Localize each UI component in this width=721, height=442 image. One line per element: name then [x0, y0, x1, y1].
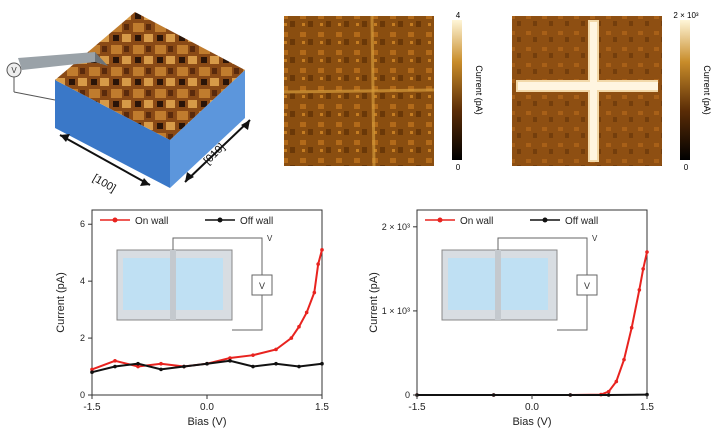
x-tick-label: -1.5: [408, 402, 426, 413]
x-axis-label: Bias (V): [187, 416, 226, 428]
data-point: [606, 389, 611, 394]
y-tick-label: 2: [80, 333, 85, 343]
inset-source-box: [251, 274, 273, 296]
y-tick-label: 0: [80, 390, 85, 400]
x-axis-label: Bias (V): [512, 416, 551, 428]
inset-block-left: [123, 258, 171, 310]
data-point: [136, 361, 140, 366]
probe-tip: [18, 52, 95, 70]
legend-label: On wall: [135, 216, 168, 227]
inset-label-right: V: [584, 281, 590, 291]
current-map-b: 2 × 10³ 0 Current (pA): [512, 12, 712, 172]
y-axis-label: Current (pA): [55, 272, 67, 333]
x-tick-label: 1.5: [315, 402, 329, 413]
data-point: [228, 359, 232, 363]
map-a-colorbar-min: 0: [456, 163, 461, 172]
label-dir-100: [100]: [91, 172, 118, 195]
data-point: [320, 361, 324, 366]
data-point: [159, 367, 163, 372]
y-tick-label: 0: [405, 390, 410, 400]
inset-wire: [497, 237, 588, 331]
x-tick-label: 0.0: [200, 402, 214, 413]
schematic-3d: V [100] [010]: [6, 12, 251, 195]
data-point: [316, 262, 320, 266]
iv-chart-left: On wall Off wall V V -1.5 0.0 1.5 0 2 4 6 Bias (V) C…: [55, 209, 329, 428]
data-point: [113, 359, 117, 363]
data-point: [491, 393, 496, 397]
inset-wall: [495, 250, 501, 320]
data-point: [205, 361, 209, 366]
data-point: [136, 364, 140, 369]
x-tick-label: -1.5: [83, 402, 101, 413]
y-tick-label: 2 × 10³: [382, 222, 410, 232]
x-tick-label: 1.5: [640, 402, 654, 413]
map-a-colorbar: [452, 20, 462, 160]
legend-marker: [112, 217, 118, 223]
data-point: [182, 364, 186, 369]
data-point: [274, 361, 278, 366]
data-point: [113, 364, 117, 369]
data-point: [645, 392, 649, 397]
data-point: [637, 288, 642, 292]
data-point: [251, 364, 255, 369]
x-tick-label: 0.0: [525, 402, 539, 413]
inset-block-right: [500, 258, 548, 310]
inset-label-right: V: [259, 281, 265, 291]
y-tick-label: 4: [80, 276, 85, 286]
data-point: [320, 248, 324, 252]
data-point: [297, 364, 301, 369]
data-point: [274, 347, 278, 352]
legend-marker: [542, 217, 548, 223]
schematic-face-right: [170, 70, 245, 188]
data-point: [629, 325, 634, 330]
y-axis-label: Current (pA): [368, 272, 380, 333]
data-point: [606, 393, 611, 397]
inset-wire: [172, 237, 263, 331]
inset-block-right: [175, 258, 223, 310]
inset-wall: [170, 250, 176, 320]
y-tick-label: 1 × 10³: [382, 306, 410, 316]
data-point: [90, 370, 94, 375]
data-point: [251, 353, 255, 357]
legend-marker: [217, 217, 223, 223]
schematic-top-surface: [55, 12, 245, 140]
data-point: [645, 250, 649, 254]
data-point: [641, 267, 645, 271]
map-a-colorbar-max: 4: [456, 12, 461, 20]
data-point: [304, 310, 309, 315]
legend-label: On wall: [460, 216, 493, 227]
arrow-010: [184, 119, 251, 183]
schematic-voltage-label: V: [11, 66, 17, 75]
data-point: [614, 379, 619, 384]
data-point: [159, 361, 163, 366]
y-tick-label: 6: [80, 219, 85, 229]
inset-source-box: [576, 274, 598, 296]
map-b-colorbar-max: 2 × 10³: [673, 12, 698, 20]
data-point: [622, 357, 626, 362]
data-point: [90, 367, 94, 372]
data-point: [568, 393, 573, 397]
iv-chart-right: On wall Off wall V V -1.5 0.0 1.5 0 1 × 10³ 2 × 1…: [368, 209, 654, 428]
arrow-100: [59, 134, 151, 186]
legend-marker: [437, 217, 443, 223]
schematic-face-left: [55, 80, 170, 188]
data-point: [312, 290, 317, 295]
current-map-a: 4 0 Current (pA): [283, 12, 484, 172]
map-a-colorbar-label: Current (pA): [474, 65, 484, 115]
map-b-colorbar-min: 0: [684, 163, 689, 172]
legend-label: Off wall: [565, 216, 598, 227]
legend-label: Off wall: [240, 216, 273, 227]
map-b-colorbar: [680, 20, 690, 160]
data-point: [297, 324, 301, 329]
inset-label-top: V: [592, 234, 598, 243]
inset-block-left: [448, 258, 496, 310]
data-point: [228, 356, 232, 360]
inset-label-top: V: [267, 234, 273, 243]
map-b-colorbar-label: Current (pA): [702, 65, 712, 115]
data-point: [289, 336, 294, 340]
